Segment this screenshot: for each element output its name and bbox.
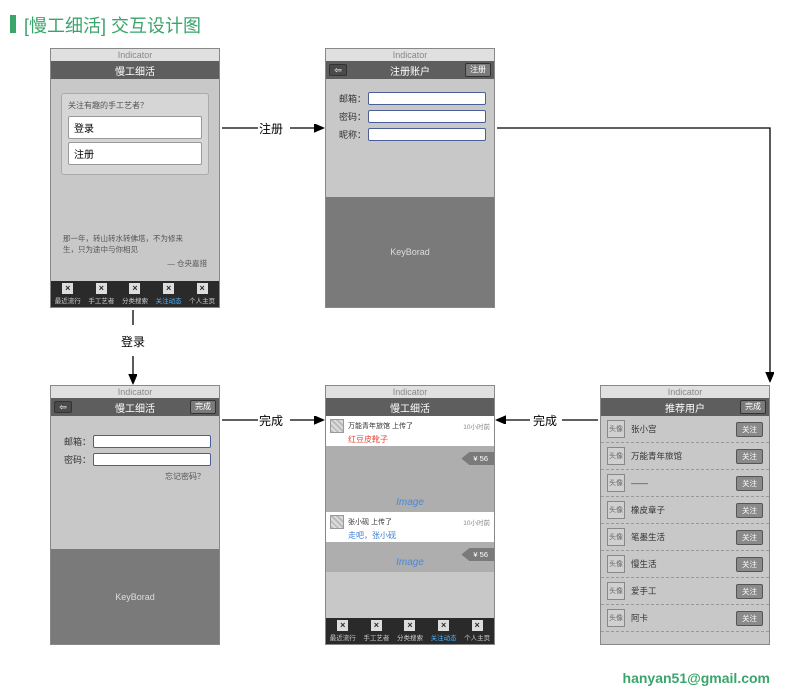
arrow-label-register: 注册 xyxy=(259,120,283,137)
flow-arrows xyxy=(0,0,800,700)
arrow-label-login: 登录 xyxy=(121,333,145,350)
footer-email: hanyan51@gmail.com xyxy=(623,670,770,686)
arrow-label-done-cd: 完成 xyxy=(259,412,283,429)
arrow-label-done-ed: 完成 xyxy=(533,412,557,429)
